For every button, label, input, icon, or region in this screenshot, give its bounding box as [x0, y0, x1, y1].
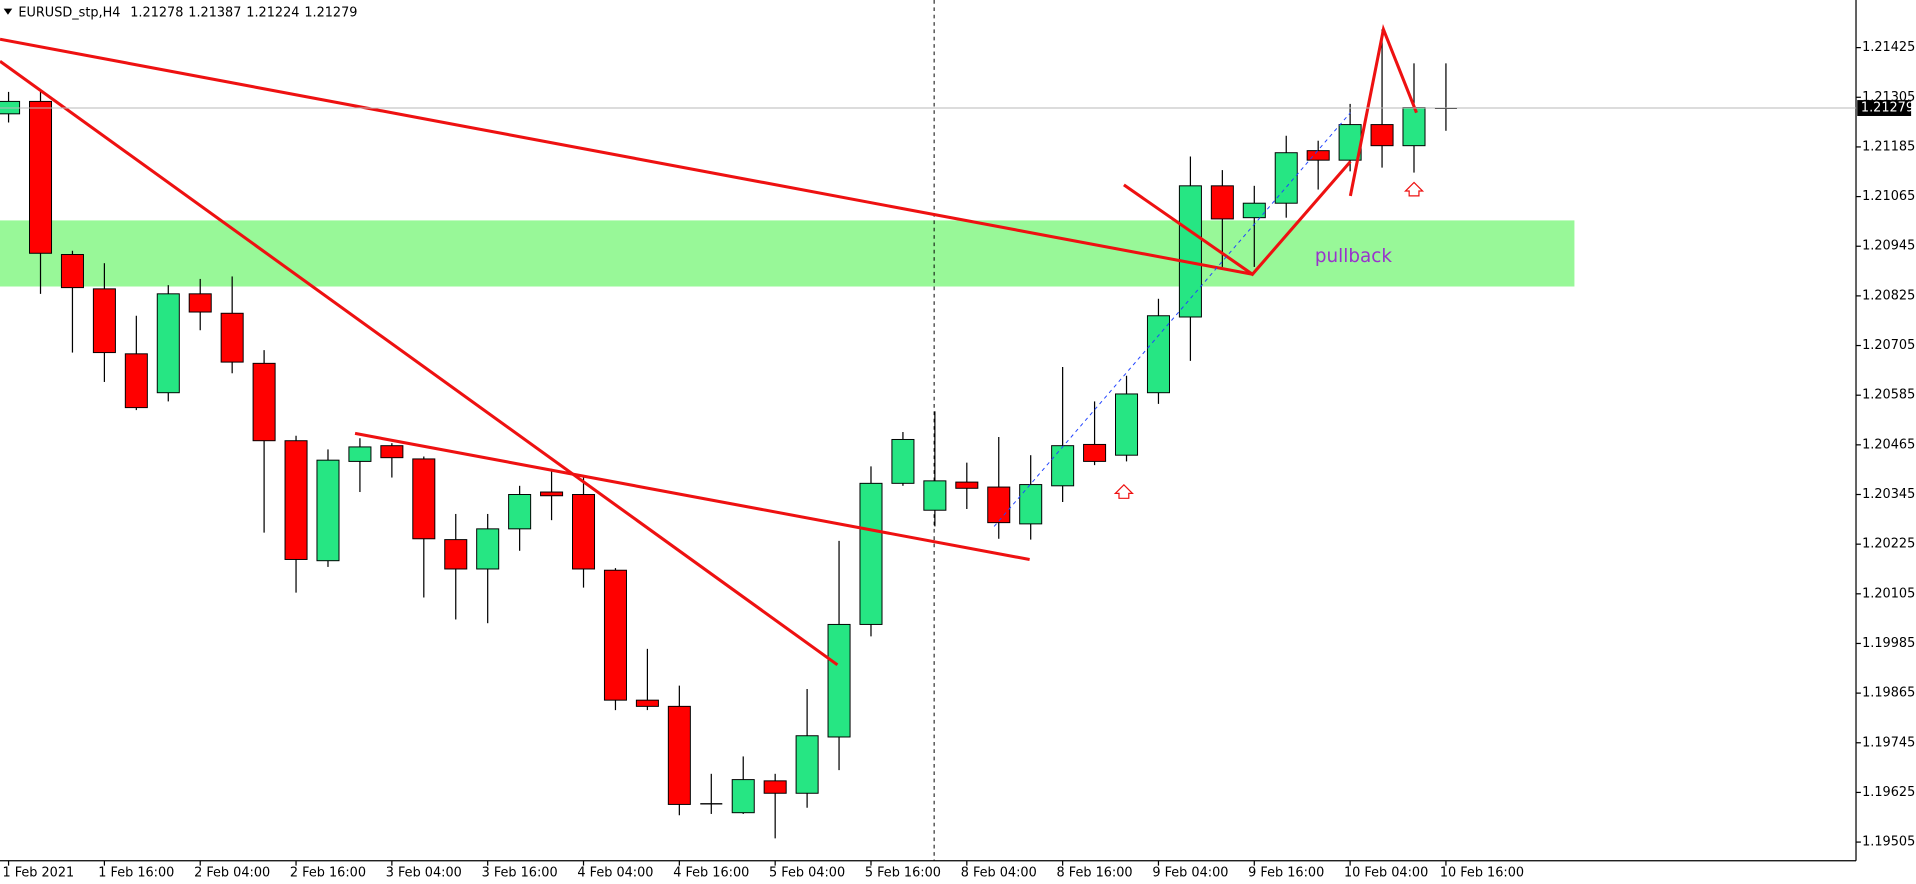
candle-body — [827, 623, 851, 738]
candle-body — [1051, 445, 1075, 487]
price-label: 1.21279 — [1861, 101, 1914, 116]
pullback-lines — [1123, 160, 1352, 277]
y-tick-label: 1.21065 — [1862, 189, 1915, 204]
y-tick-label: 1.20705 — [1862, 338, 1915, 353]
candle-body — [252, 362, 276, 442]
trend-line — [0, 60, 839, 667]
y-tick-label: 1.19865 — [1862, 686, 1915, 701]
candle-body — [1274, 152, 1298, 204]
x-tick-label: 10 Feb 16:00 — [1440, 865, 1524, 880]
y-tick-label: 1.20225 — [1862, 537, 1915, 552]
candle-body — [955, 481, 979, 489]
header-close: 1.21279 — [304, 5, 357, 20]
candle-body — [1210, 185, 1234, 220]
candle-body — [476, 528, 500, 570]
x-tick-label: 1 Feb 16:00 — [98, 865, 174, 880]
candle-body — [380, 445, 404, 459]
trend-line — [0, 37, 1253, 276]
symbol: EURUSD_stp,H4 — [18, 5, 120, 20]
x-tick-label: 3 Feb 16:00 — [482, 865, 558, 880]
drawings — [0, 24, 1418, 667]
header-open: 1.21278 — [130, 5, 183, 20]
candle-body — [1019, 484, 1043, 525]
chart-header: EURUSD_stp,H4 1.21278 1.21387 1.21224 1.2127… — [18, 5, 357, 20]
pullback-zone — [0, 220, 1575, 287]
candle-body — [1306, 150, 1330, 161]
header-high: 1.21387 — [188, 5, 241, 20]
x-tick-label: 4 Feb 16:00 — [673, 865, 749, 880]
candle-body — [891, 438, 915, 484]
x-tick-label: 1 Feb 2021 — [2, 865, 74, 880]
candle-body — [1242, 202, 1266, 219]
y-tick-label: 1.20465 — [1862, 437, 1915, 452]
x-tick-label: 8 Feb 04:00 — [961, 865, 1037, 880]
annotation: pullback — [1315, 246, 1392, 267]
candle-body — [923, 480, 947, 511]
y-tick-label: 1.20585 — [1862, 388, 1915, 403]
candle-body — [763, 780, 787, 794]
candle-body — [1083, 443, 1107, 462]
candle-body — [1370, 124, 1394, 147]
x-tick-label: 9 Feb 04:00 — [1152, 865, 1228, 880]
candle-body — [220, 312, 244, 363]
up-arrow — [1113, 483, 1134, 499]
x-tick-label: 9 Feb 16:00 — [1248, 865, 1324, 880]
header-low: 1.21224 — [246, 5, 299, 20]
candle-body — [348, 446, 372, 462]
candle-body — [508, 494, 532, 530]
candle-body — [603, 569, 627, 701]
x-tick-label: 5 Feb 04:00 — [769, 865, 845, 880]
y-tick-label: 1.19505 — [1862, 835, 1915, 850]
dotted-line — [993, 112, 1351, 527]
candle-body — [156, 293, 180, 394]
y-tick-label: 1.19745 — [1862, 735, 1915, 750]
candle-body — [667, 705, 691, 805]
candle-body — [316, 459, 340, 562]
candle-body — [635, 699, 659, 707]
candle-body — [284, 440, 308, 560]
candle-body — [859, 482, 883, 625]
x-tick-label: 5 Feb 16:00 — [865, 865, 941, 880]
y-tick-label: 1.20825 — [1862, 288, 1915, 303]
candle-body — [92, 288, 116, 354]
y-tick-label: 1.19625 — [1862, 785, 1915, 800]
y-tick-label: 1.21185 — [1862, 139, 1915, 154]
x-tick-label: 2 Feb 04:00 — [194, 865, 270, 880]
candle-body — [412, 458, 436, 540]
candle-body — [1146, 315, 1170, 394]
candle-body — [1178, 185, 1202, 318]
up-arrow — [1403, 181, 1425, 197]
x-tick-label: 10 Feb 04:00 — [1344, 865, 1428, 880]
x-tick-label: 3 Feb 04:00 — [386, 865, 462, 880]
candle-body — [29, 100, 53, 254]
swing-lines — [1348, 24, 1418, 197]
candle-body — [1402, 107, 1426, 147]
menu-triangle — [3, 8, 13, 15]
price-label-box — [1857, 100, 1912, 116]
trend-line — [354, 431, 1030, 562]
y-tick-label: 1.20345 — [1862, 487, 1915, 502]
candle-body — [60, 254, 84, 289]
y-tick-label: 1.20105 — [1862, 586, 1915, 601]
y-tick-label: 1.19985 — [1862, 636, 1915, 651]
x-tick-label: 4 Feb 04:00 — [577, 865, 653, 880]
candle-body — [1115, 393, 1139, 456]
candle-body — [540, 491, 564, 497]
candle-body — [987, 486, 1011, 524]
candle-body — [188, 293, 212, 313]
candle-body — [795, 735, 819, 794]
candle-body — [444, 539, 468, 570]
y-tick-label: 1.21425 — [1862, 40, 1915, 55]
candles — [0, 29, 1457, 839]
x-tick-label: 2 Feb 16:00 — [290, 865, 366, 880]
candle-body — [731, 779, 755, 814]
x-tick-label: 8 Feb 16:00 — [1057, 865, 1133, 880]
candle-body — [572, 494, 596, 570]
y-tick-label: 1.20945 — [1862, 239, 1915, 254]
candle-body — [124, 353, 148, 409]
